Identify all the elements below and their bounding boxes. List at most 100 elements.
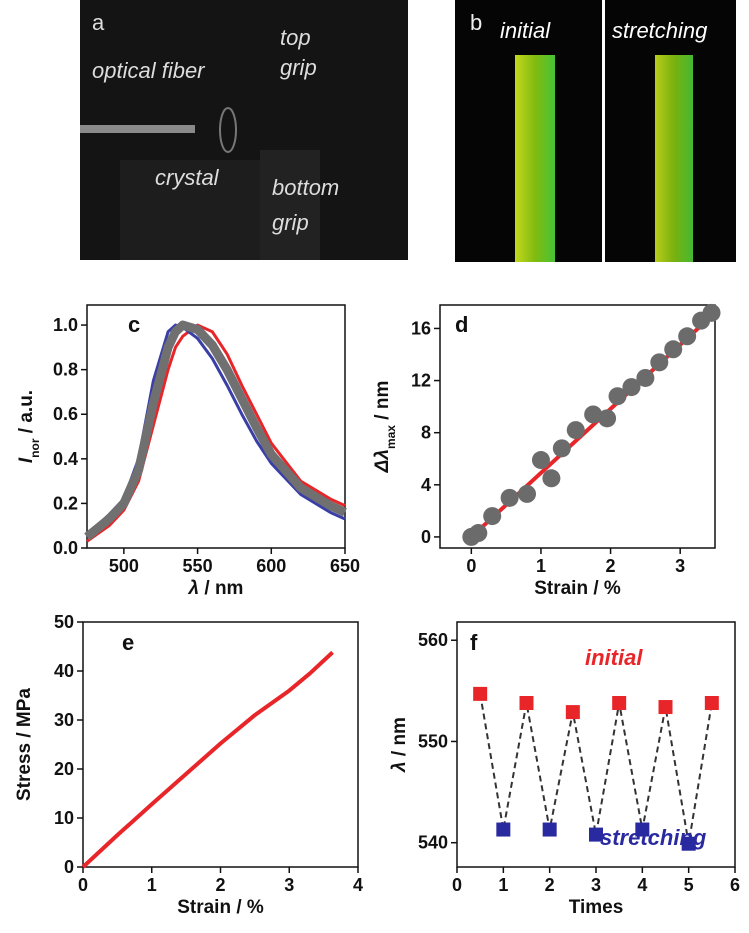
label-part: λ bbox=[188, 578, 200, 599]
photo-text: initial bbox=[500, 18, 551, 43]
panel-label: a bbox=[92, 10, 105, 35]
data-point bbox=[681, 836, 696, 851]
label-part: I bbox=[16, 457, 37, 463]
x-axis-label: Strain / % bbox=[534, 578, 621, 599]
data-point bbox=[635, 822, 650, 837]
fiber bbox=[80, 125, 195, 133]
data-point bbox=[500, 488, 519, 507]
data-point bbox=[531, 451, 550, 470]
y-tick-label: 50 bbox=[54, 612, 74, 632]
label-part: Stress / MPa bbox=[14, 688, 35, 801]
data-point bbox=[552, 439, 571, 458]
y-tick-label: 1.0 bbox=[53, 315, 78, 335]
data-line bbox=[84, 320, 347, 541]
data-point bbox=[658, 700, 673, 715]
x-tick-label: 6 bbox=[730, 875, 740, 895]
x-tick-label: 3 bbox=[591, 875, 601, 895]
y-tick-label: 0.2 bbox=[53, 493, 78, 513]
label-part: Strain / % bbox=[534, 578, 621, 599]
data-point bbox=[519, 695, 534, 710]
x-tick-label: 1 bbox=[536, 556, 546, 576]
data-point bbox=[650, 353, 669, 372]
label-part: Strain / % bbox=[177, 897, 264, 918]
y-tick-label: 30 bbox=[54, 710, 74, 730]
x-tick-label: 2 bbox=[545, 875, 555, 895]
plot-frame bbox=[86, 304, 346, 549]
label-part: Δλ bbox=[372, 449, 393, 473]
photo-text: grip bbox=[272, 210, 309, 235]
y-tick-label: 8 bbox=[421, 423, 431, 443]
photo-a: a optical fiber top grip crystal bottom … bbox=[80, 0, 408, 260]
x-tick-label: 500 bbox=[109, 556, 139, 576]
y-tick-label: 16 bbox=[411, 318, 431, 338]
crystal-strip bbox=[655, 55, 693, 262]
x-tick-label: 2 bbox=[606, 556, 616, 576]
data-point bbox=[608, 387, 627, 406]
x-tick-label: 4 bbox=[637, 875, 647, 895]
y-tick-label: 550 bbox=[418, 731, 448, 751]
chart-panel: 0 1 2 3 4 5 6 540 550 560 Times λ / nm f initial stret… bbox=[389, 621, 740, 918]
label-part: max bbox=[384, 425, 398, 449]
y-tick-label: 0.4 bbox=[53, 449, 78, 469]
photo-text: bottom bbox=[272, 175, 339, 200]
photo-text: stretching bbox=[612, 18, 708, 43]
x-tick-label: 3 bbox=[675, 556, 685, 576]
photo-text: top bbox=[280, 25, 311, 50]
x-tick-label: 600 bbox=[256, 556, 286, 576]
x-tick-label: 1 bbox=[147, 875, 157, 895]
series-annotation: initial bbox=[585, 645, 643, 670]
y-tick-label: 0.0 bbox=[53, 538, 78, 558]
data-point bbox=[598, 409, 617, 428]
y-tick-label: 560 bbox=[418, 630, 448, 650]
y-tick-label: 540 bbox=[418, 833, 448, 853]
x-tick-label: 2 bbox=[215, 875, 225, 895]
label-part: nor bbox=[28, 438, 42, 458]
x-tick-label: 1 bbox=[498, 875, 508, 895]
x-axis-label: Strain / % bbox=[177, 897, 264, 918]
connector-line bbox=[479, 693, 713, 844]
y-axis-label: Inor / a.u. bbox=[16, 390, 42, 463]
x-axis-label: λ / nm bbox=[188, 578, 244, 599]
plot-frame bbox=[439, 304, 716, 549]
y-tick-label: 10 bbox=[54, 808, 74, 828]
x-tick-label: 3 bbox=[284, 875, 294, 895]
y-tick-label: 4 bbox=[421, 475, 431, 495]
data-point bbox=[584, 405, 603, 424]
label-part: / nm bbox=[199, 578, 243, 599]
crystal-strip bbox=[515, 55, 555, 262]
data-point bbox=[612, 695, 627, 710]
x-tick-label: 0 bbox=[78, 875, 88, 895]
label-part: / nm bbox=[372, 381, 393, 425]
y-axis-label: Stress / MPa bbox=[14, 688, 35, 801]
y-axis-label: λ / nm bbox=[389, 717, 410, 773]
y-tick-label: 0 bbox=[64, 857, 74, 877]
label-part: / nm bbox=[389, 717, 410, 761]
x-axis-label: Times bbox=[569, 897, 624, 918]
panel-label: c bbox=[128, 312, 140, 337]
x-tick-label: 550 bbox=[183, 556, 213, 576]
x-tick-label: 0 bbox=[452, 875, 462, 895]
y-tick-label: 0 bbox=[421, 527, 431, 547]
data-point bbox=[542, 822, 557, 837]
data-point bbox=[589, 827, 603, 842]
data-point bbox=[469, 524, 488, 543]
y-axis-label: Δλmax / nm bbox=[372, 381, 398, 474]
grip bbox=[120, 160, 270, 260]
panel-label: f bbox=[470, 630, 478, 655]
photo-b: b initial stretching bbox=[455, 0, 736, 262]
x-tick-label: 650 bbox=[330, 556, 360, 576]
label-part: λ bbox=[389, 761, 410, 773]
data-point bbox=[702, 303, 721, 322]
series-annotation: stretching bbox=[600, 825, 707, 850]
y-tick-label: 40 bbox=[54, 661, 74, 681]
x-tick-label: 4 bbox=[353, 875, 363, 895]
panel-label: b bbox=[470, 10, 482, 35]
panel-label: d bbox=[455, 312, 468, 337]
data-point bbox=[622, 378, 641, 397]
crystal-shape bbox=[219, 107, 237, 153]
y-tick-label: 0.6 bbox=[53, 404, 78, 424]
photo-text: optical fiber bbox=[92, 58, 206, 83]
